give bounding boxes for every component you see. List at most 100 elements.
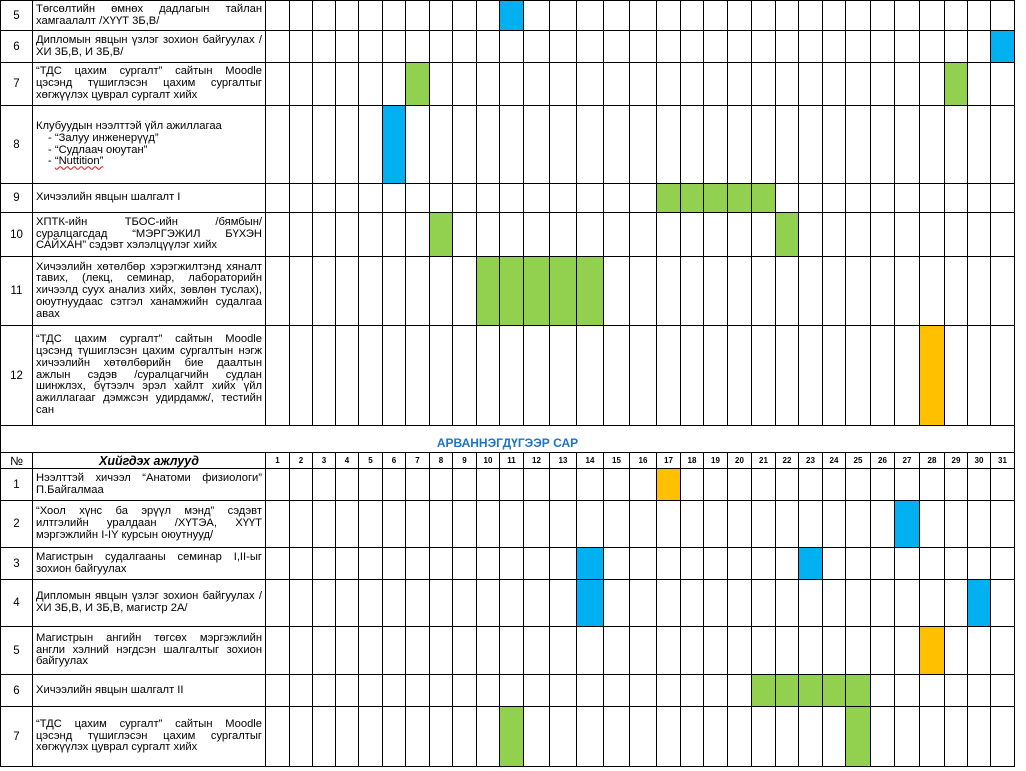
day-cell <box>967 62 991 106</box>
day-cell <box>727 0 752 31</box>
schedule-mark <box>576 256 604 326</box>
day-cell <box>967 256 991 326</box>
day-cell <box>603 256 630 326</box>
day-cell <box>894 674 920 707</box>
day-cell <box>576 105 604 184</box>
day-cell <box>944 579 968 627</box>
day-cell <box>870 579 895 627</box>
day-cell <box>919 256 945 326</box>
day-cell <box>576 212 604 257</box>
day-cell <box>629 706 657 767</box>
header-day: 8 <box>429 452 453 469</box>
day-cell <box>990 626 1015 675</box>
task-row: 12 “ТДС цахим сургалт” сайтын Moodle цэсэ… <box>0 325 1015 426</box>
day-cell <box>990 706 1015 767</box>
day-cell <box>822 183 846 213</box>
day-cell <box>549 212 577 257</box>
day-cell <box>990 674 1015 707</box>
day-cell <box>576 626 604 675</box>
day-cell <box>523 626 550 675</box>
day-cell <box>990 579 1015 627</box>
day-cell <box>629 212 657 257</box>
day-cell <box>727 626 752 675</box>
schedule-mark <box>727 183 752 213</box>
day-cell <box>265 579 290 627</box>
day-cell <box>382 0 406 31</box>
day-cell <box>870 468 895 501</box>
day-cell <box>358 547 383 580</box>
day-cell <box>751 579 776 627</box>
task-text: “ТДС цахим сургалт” сайтын Moodle цэсэнд… <box>36 333 262 416</box>
day-cell <box>990 62 1015 106</box>
day-cell <box>798 706 823 767</box>
task-text: ХПТК-ийн ТБОС-ийн /бямбын/ суралцагсдад … <box>36 215 262 252</box>
task-description: Хичээлийн явцын шалгалт I <box>32 183 266 213</box>
day-cell <box>870 105 895 184</box>
day-cell <box>549 500 577 548</box>
day-cell <box>919 212 945 257</box>
header-day: 21 <box>751 452 776 469</box>
day-cell <box>751 706 776 767</box>
day-cell <box>944 256 968 326</box>
day-cell <box>967 626 991 675</box>
day-cell <box>751 325 776 426</box>
day-cell <box>312 547 336 580</box>
day-cell <box>358 30 383 63</box>
day-cell <box>358 325 383 426</box>
day-cell <box>656 62 681 106</box>
task-row: 5 Магистрын ангийн төгсөх мэргэжлийн англ… <box>0 626 1015 675</box>
day-cell <box>312 30 336 63</box>
day-cell <box>603 183 630 213</box>
day-cell <box>990 0 1015 31</box>
day-cell <box>822 30 846 63</box>
schedule-mark <box>656 468 681 501</box>
task-row: 10 ХПТК-ийн ТБОС-ийн /бямбын/ суралцагсда… <box>0 212 1015 257</box>
month-title-row: АРВАННЭГДҮГЭЭР САР <box>0 425 1015 453</box>
day-cell <box>603 579 630 627</box>
day-cell <box>894 468 920 501</box>
task-text: Төгсөлтийн өмнөх дадлагын тайлан хамгаал… <box>36 2 262 27</box>
day-cell <box>549 325 577 426</box>
day-cell <box>944 468 968 501</box>
day-cell <box>703 30 728 63</box>
day-cell <box>944 547 968 580</box>
day-cell <box>629 579 657 627</box>
schedule-mark <box>919 626 945 675</box>
day-cell <box>289 212 313 257</box>
day-cell <box>405 212 430 257</box>
day-cell <box>452 325 477 426</box>
row-number: 3 <box>0 547 33 580</box>
day-cell <box>289 183 313 213</box>
day-cell <box>751 500 776 548</box>
row-number: 9 <box>0 183 33 213</box>
day-cell <box>603 0 630 31</box>
row-number: 5 <box>0 0 33 31</box>
day-cell <box>822 626 846 675</box>
day-cell <box>944 105 968 184</box>
day-cell <box>429 674 453 707</box>
day-cell <box>499 105 524 184</box>
day-cell <box>798 105 823 184</box>
header-day: 23 <box>798 452 823 469</box>
day-cell <box>265 183 290 213</box>
day-cell <box>944 0 968 31</box>
task-text: Магистрын судалгааны семинар I,II-ыг зох… <box>36 550 262 575</box>
day-cell <box>265 212 290 257</box>
day-cell <box>822 256 846 326</box>
row-number: 7 <box>0 62 33 106</box>
task-row: 3 Магистрын судалгааны семинар I,II-ыг зо… <box>0 547 1015 580</box>
day-cell <box>822 706 846 767</box>
day-cell <box>289 626 313 675</box>
day-cell <box>845 579 871 627</box>
day-cell <box>629 547 657 580</box>
day-cell <box>452 30 477 63</box>
day-cell <box>603 626 630 675</box>
header-day: 10 <box>476 452 500 469</box>
header-day: 17 <box>656 452 681 469</box>
day-cell <box>629 468 657 501</box>
day-cell <box>265 325 290 426</box>
day-cell <box>358 105 383 184</box>
day-cell <box>523 105 550 184</box>
schedule-mark <box>499 256 524 326</box>
